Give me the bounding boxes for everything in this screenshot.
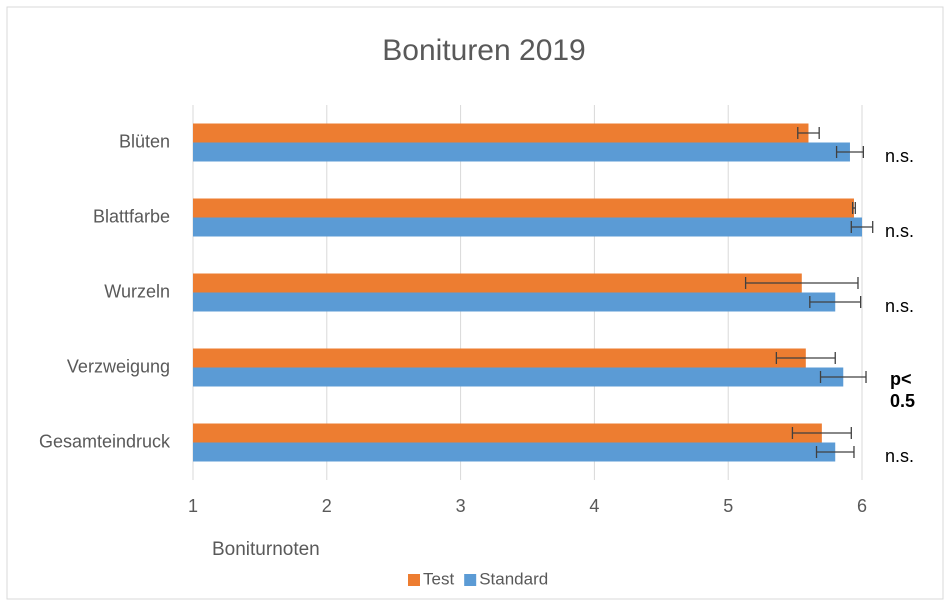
legend-swatch [464,574,477,586]
y-tick-label: Gesamteindruck [39,431,171,451]
annotation: n.s. [885,220,915,241]
y-tick-label: Wurzeln [104,281,170,301]
x-tick-label: 4 [589,496,599,516]
x-tick-label: 1 [188,496,198,516]
annotation: n.s. [885,295,915,316]
bar [193,367,844,387]
x-tick-label: 5 [723,496,733,516]
legend-swatch [408,574,420,586]
legend-label: Test [423,569,454,588]
x-tick-label: 6 [857,496,867,516]
y-tick-label: Blüten [119,131,170,151]
x-axis-label: Boniturnoten [212,539,320,560]
error-bar [791,427,852,439]
bar [193,292,836,312]
bar [193,142,850,162]
error-bar [815,446,855,458]
legend-label: Standard [479,569,548,588]
error-bar [775,352,836,364]
annotation: n.s. [885,145,915,166]
chart-title: Bonituren 2019 [382,34,586,67]
bar [193,442,836,462]
x-tick-label: 3 [456,496,466,516]
error-bar [850,221,874,233]
error-bar [835,146,864,158]
error-bar [819,371,867,383]
annotation: n.s. [885,445,915,466]
error-bar [809,296,862,308]
annotation: p<0.5 [890,368,916,411]
bar [193,273,802,293]
bar [193,198,854,218]
error-bar [797,127,820,139]
error-bar [744,277,859,289]
bar [193,348,806,368]
y-tick-label: Blattfarbe [93,206,170,226]
error-bar [851,202,856,214]
x-tick-label: 2 [322,496,332,516]
bar [193,123,809,143]
bar [193,217,862,237]
y-tick-label: Verzweigung [67,356,170,376]
bar [193,423,822,443]
